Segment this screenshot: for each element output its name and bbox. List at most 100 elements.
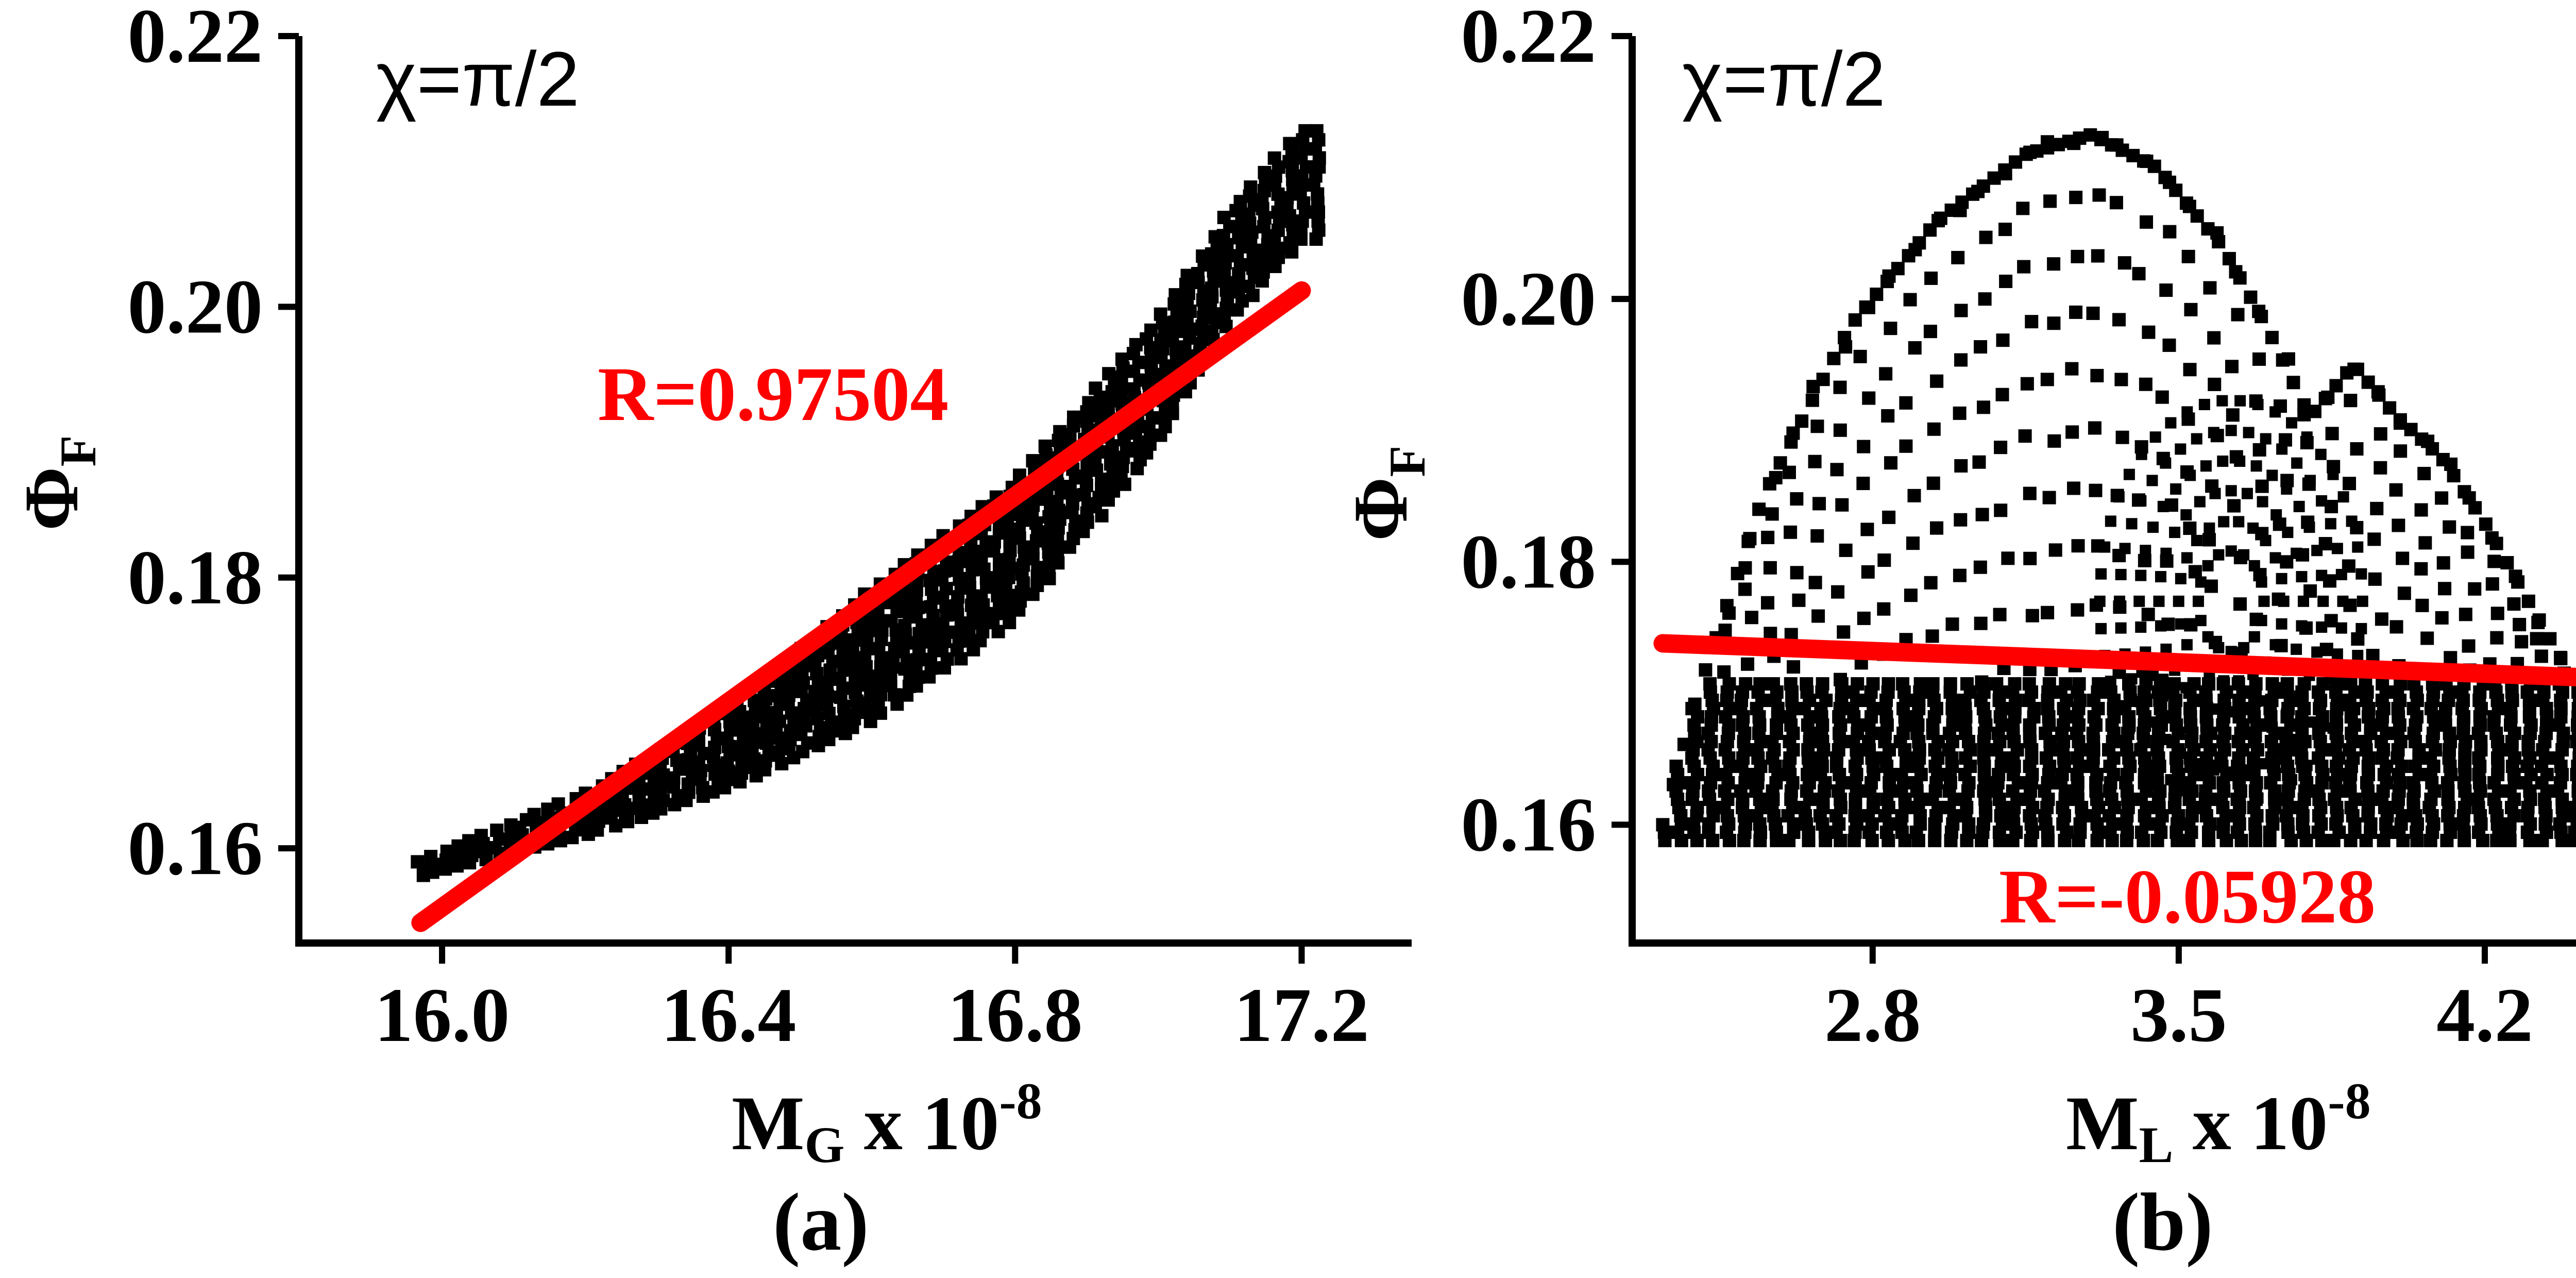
- data-point: [2112, 313, 2126, 327]
- data-point: [2203, 281, 2217, 295]
- data-point: [2570, 817, 2576, 831]
- data-point: [2204, 522, 2215, 534]
- data-point: [2109, 196, 2123, 210]
- data-point: [2293, 690, 2305, 702]
- data-point: [1977, 400, 1991, 414]
- data-point: [2265, 330, 2279, 344]
- data-point: [2361, 375, 2375, 389]
- data-point: [2571, 710, 2576, 724]
- data-point: [2198, 792, 2210, 804]
- data-point: [1827, 351, 1841, 365]
- data-point: [2276, 353, 2290, 367]
- data-point: [2357, 595, 2368, 607]
- data-point: [1784, 525, 1798, 539]
- data-point: [1903, 293, 1917, 307]
- data-point: [1912, 236, 1926, 250]
- data-point: [2233, 675, 2245, 687]
- data-point: [1761, 530, 1775, 544]
- y-tick-label: 0.18: [1461, 519, 1597, 604]
- data-point: [2212, 235, 2226, 249]
- data-point: [2135, 696, 2147, 708]
- data-point: [2180, 682, 2192, 694]
- data-point: [2414, 503, 2428, 517]
- data-point: [2017, 260, 2031, 274]
- data-point: [2255, 479, 2269, 493]
- data-point: [2270, 509, 2282, 521]
- data-point: [2256, 576, 2267, 588]
- data-point: [2022, 677, 2036, 691]
- x-axis-label-main-a: M: [732, 1081, 805, 1166]
- data-point: [2225, 485, 2237, 497]
- data-point: [2208, 377, 2222, 391]
- data-point: [2392, 518, 2405, 532]
- data-point: [2238, 549, 2250, 561]
- data-point: [1298, 124, 1312, 138]
- data-point: [2088, 421, 2102, 435]
- x-tick-label: 4.2: [2436, 972, 2533, 1058]
- data-point: [2367, 532, 2381, 546]
- y-tick-label: 0.16: [128, 805, 263, 891]
- data-point: [1773, 456, 1787, 470]
- data-point: [2316, 569, 2328, 581]
- data-point: [2135, 569, 2147, 581]
- data-point: [2067, 481, 2081, 495]
- data-point: [2135, 621, 2147, 633]
- data-point: [1283, 137, 1297, 150]
- data-point: [2175, 618, 2187, 630]
- data-point: [1953, 406, 1967, 420]
- data-point: [2181, 639, 2193, 651]
- data-point: [1838, 331, 1852, 345]
- data-point: [2195, 615, 2207, 627]
- data-point: [2234, 735, 2246, 747]
- data-point: [2065, 362, 2079, 376]
- data-point: [1765, 507, 1779, 521]
- data-point: [1923, 223, 1937, 237]
- data-point: [1880, 275, 1894, 289]
- data-point: [2147, 522, 2159, 533]
- data-point: [2359, 677, 2372, 691]
- data-point: [2222, 251, 2236, 265]
- data-point: [2160, 734, 2172, 746]
- data-point: [2140, 215, 2154, 229]
- data-point: [1722, 677, 1736, 691]
- data-point: [2255, 310, 2268, 324]
- data-point: [2316, 495, 2328, 507]
- data-point: [2086, 306, 2100, 320]
- data-point: [2200, 460, 2212, 472]
- data-point: [1882, 677, 1895, 691]
- data-point: [2069, 191, 2083, 205]
- data-point: [1244, 180, 1258, 194]
- data-point: [2225, 360, 2239, 374]
- data-point: [2487, 554, 2501, 568]
- data-point: [2227, 499, 2241, 513]
- data-point: [2575, 688, 2576, 702]
- data-point: [2325, 518, 2336, 530]
- data-point: [1816, 373, 1830, 386]
- x-tick-label: 2.8: [1824, 972, 1921, 1058]
- data-point: [2115, 430, 2129, 444]
- data-point: [1808, 455, 1822, 468]
- data-point: [2095, 568, 2107, 580]
- scatter-points-b: [1656, 128, 2576, 848]
- data-point: [1089, 381, 1103, 395]
- data-point: [2318, 392, 2332, 406]
- data-point: [2042, 677, 2056, 691]
- data-point: [1739, 677, 1753, 691]
- data-point: [2276, 443, 2288, 455]
- data-point: [1999, 274, 2013, 288]
- data-point: [2571, 685, 2576, 699]
- data-point: [2269, 552, 2281, 564]
- data-point: [2217, 455, 2229, 467]
- data-point: [2396, 551, 2410, 565]
- data-point: [1677, 737, 1691, 751]
- data-point: [2435, 491, 2449, 505]
- data-point: [2209, 703, 2221, 715]
- data-point: [2094, 595, 2106, 607]
- data-point: [2113, 595, 2125, 607]
- data-point: [1877, 602, 1891, 616]
- data-point: [2155, 571, 2166, 583]
- data-point: [2165, 417, 2177, 429]
- data-point: [2513, 618, 2527, 632]
- data-point: [1924, 576, 1938, 590]
